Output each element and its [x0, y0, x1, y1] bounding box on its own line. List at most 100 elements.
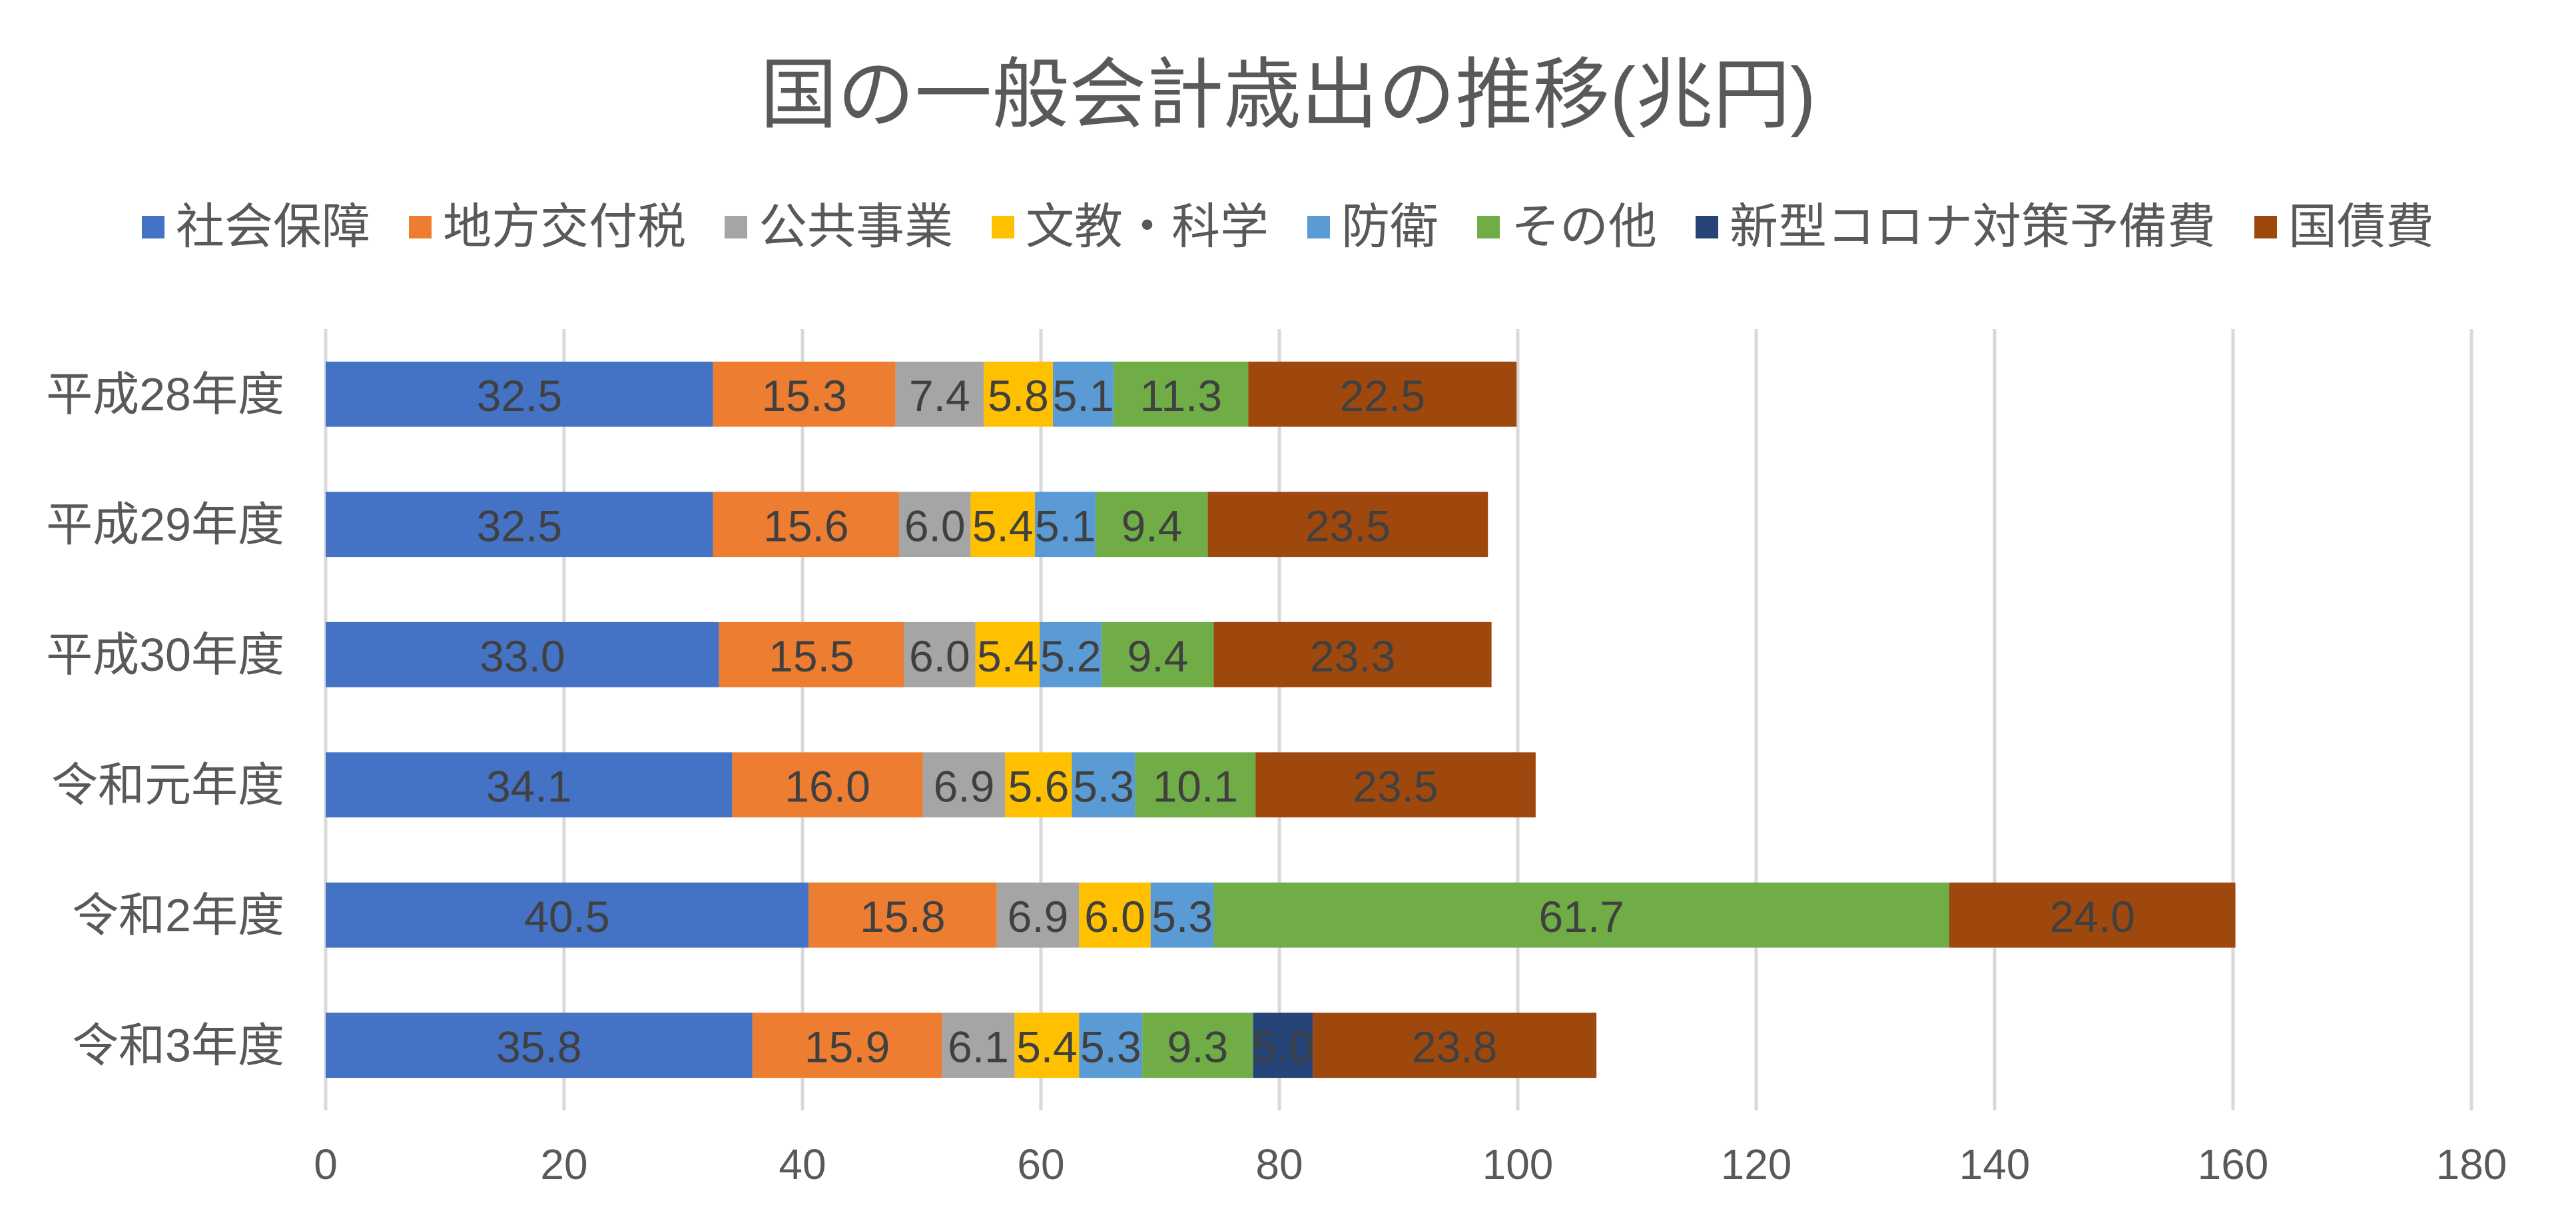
data-label: 33.0: [480, 631, 565, 681]
legend-label: 社会保障: [176, 200, 370, 254]
bar-segment: [1248, 361, 1517, 427]
data-label: 9.4: [1122, 501, 1183, 550]
data-label: 15.9: [805, 1022, 890, 1071]
data-label: 10.1: [1153, 761, 1238, 811]
legend-label: 文教・科学: [1026, 200, 1269, 254]
bar-segment: [326, 1013, 753, 1078]
legend-swatch-icon: [1307, 216, 1330, 238]
bar-segment: [1072, 752, 1135, 818]
bar-segment: [326, 492, 713, 558]
bar-segment: [1949, 882, 2236, 948]
data-label: 5.1: [1035, 501, 1096, 550]
data-label: 5.4: [977, 631, 1038, 681]
bar-segment: [1150, 882, 1214, 948]
data-label: 23.5: [1305, 501, 1391, 550]
x-tick-label: 80: [1255, 1140, 1303, 1188]
bar-segment: [1142, 1013, 1253, 1078]
data-label: 34.1: [486, 761, 571, 811]
legend-item-education-science: 文教・科学: [992, 199, 1269, 256]
data-label: 5.6: [1008, 761, 1070, 811]
x-tick-label: 120: [1721, 1140, 1792, 1188]
data-label: 16.0: [785, 761, 870, 811]
data-label: 6.9: [934, 761, 995, 811]
data-label: 22.5: [1340, 371, 1425, 420]
data-label: 32.5: [477, 371, 562, 420]
bar-segment: [752, 1013, 942, 1078]
bar-segment: [922, 752, 1006, 818]
data-label: 40.5: [524, 892, 609, 941]
bar-segment: [898, 492, 971, 558]
legend-label: その他: [1511, 200, 1657, 254]
data-label: 5.1: [1053, 371, 1114, 420]
data-label: 5.3: [1073, 761, 1134, 811]
legend-label: 国債費: [2288, 200, 2434, 254]
legend-item-covid-reserve: 新型コロナ対策予備費: [1696, 199, 2216, 256]
bar-segment: [1079, 1013, 1143, 1078]
legend-item-social-security: 社会保障: [142, 199, 370, 256]
bar-segment: [1253, 1013, 1313, 1078]
data-label: 6.9: [1008, 892, 1069, 941]
data-label: 5.3: [1080, 1022, 1141, 1071]
bar-segment: [1114, 361, 1249, 427]
bar-segment: [942, 1013, 1015, 1078]
bar-segment: [326, 621, 719, 687]
data-label: 15.3: [761, 371, 846, 420]
data-label: 32.5: [477, 501, 562, 550]
legend-item-public-works: 公共事業: [725, 199, 953, 256]
data-label: 5.2: [1040, 631, 1102, 681]
category-label: 平成30年度: [46, 629, 284, 681]
legend-swatch-icon: [1477, 216, 1500, 238]
bar-segment: [904, 621, 976, 687]
bar-segment: [326, 361, 713, 427]
legend-item-defense: 防衛: [1307, 199, 1439, 256]
x-tick-label: 180: [2436, 1140, 2507, 1188]
bar-segment: [1255, 752, 1536, 818]
data-label: 6.0: [909, 631, 970, 681]
bar-segment: [1079, 882, 1151, 948]
bar-segment: [326, 752, 733, 818]
value-axis-labels: 0 20 40 60 80 100 120 140 160 180: [314, 1140, 2507, 1188]
bar-segment: [970, 492, 1036, 558]
x-tick-label: 20: [540, 1140, 587, 1188]
x-tick-label: 100: [1482, 1140, 1554, 1188]
data-label: 23.8: [1412, 1022, 1497, 1071]
data-label: 23.5: [1353, 761, 1438, 811]
data-label: 15.5: [769, 631, 854, 681]
bar-segment: [719, 621, 904, 687]
legend-label: 防衛: [1341, 200, 1439, 254]
data-label: 9.3: [1167, 1022, 1229, 1071]
bar-segment: [732, 752, 923, 818]
legend-label: 公共事業: [759, 200, 953, 254]
data-label: 6.1: [948, 1022, 1009, 1071]
category-label: 平成29年度: [46, 498, 284, 550]
chart-title: 国の一般会計歳出の推移(兆円): [760, 51, 1816, 138]
data-label: 9.4: [1127, 631, 1189, 681]
bar-segment: [1014, 1013, 1080, 1078]
data-label: 5.4: [972, 501, 1034, 550]
x-tick-label: 0: [314, 1140, 338, 1188]
bar-segment: [1213, 621, 1492, 687]
bar-segment: [984, 361, 1053, 427]
data-label: 15.8: [860, 892, 945, 941]
bar-segment: [1035, 492, 1096, 558]
data-label: 5.8: [988, 371, 1049, 420]
legend-swatch-icon: [1696, 216, 1718, 238]
bar-segment: [996, 882, 1080, 948]
bar-segment: [1040, 621, 1102, 687]
legend-item-debt-service: 国債費: [2254, 199, 2434, 256]
category-label: 令和2年度: [72, 889, 284, 941]
data-label: 6.0: [1084, 892, 1145, 941]
bar-segment: [713, 492, 899, 558]
legend-swatch-icon: [409, 216, 432, 238]
bar-segment: [713, 361, 896, 427]
category-label: 平成28年度: [46, 368, 284, 420]
data-label: 61.7: [1539, 892, 1624, 941]
bar-segment: [975, 621, 1040, 687]
category-label: 令和3年度: [72, 1019, 284, 1071]
bar-segment: [1096, 492, 1208, 558]
x-tick-label: 140: [1959, 1140, 2031, 1188]
bar-segment: [1005, 752, 1072, 818]
data-label: 35.8: [496, 1022, 581, 1071]
